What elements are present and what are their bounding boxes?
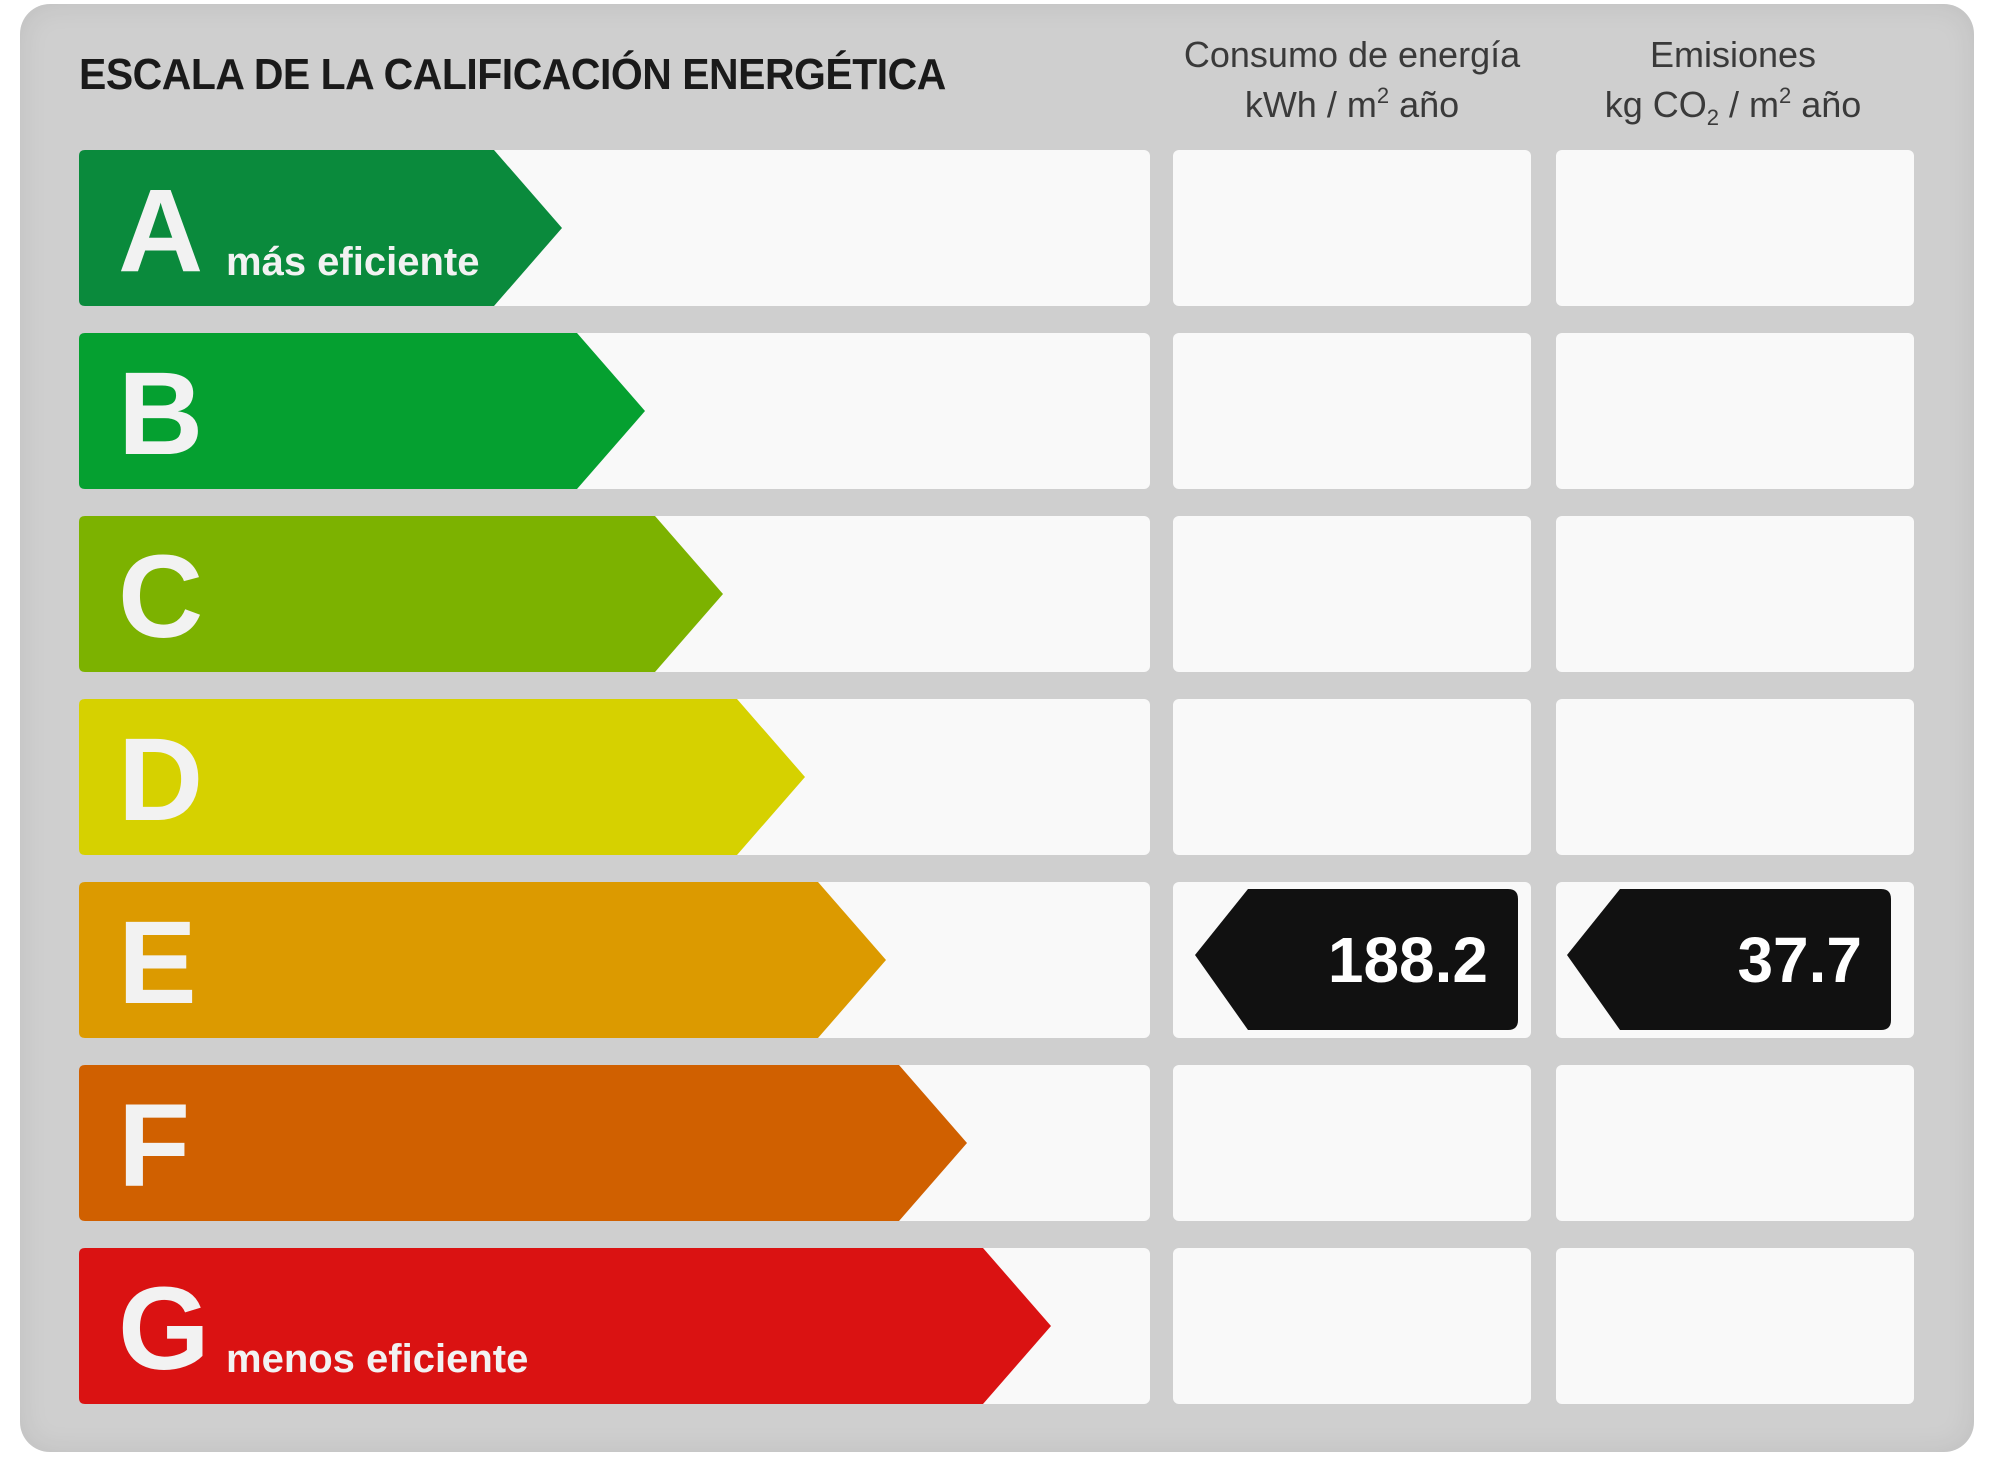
rating-row-c [79,516,1150,672]
rating-row-e [79,882,1150,1038]
emisiones-header-line1: Emisiones [1649,34,1817,75]
emisiones-cell-d [1556,699,1914,855]
consumo-value: 188.2 [1327,924,1488,996]
rating-row-d [79,699,1150,855]
consumo-cell-c [1173,516,1531,672]
emisiones-value: 37.7 [1737,924,1862,996]
scale-title: ESCALA DE LA CALIFICACIÓN ENERGÉTICA [79,50,946,99]
rating-row-b [79,333,1150,489]
letter-g: G [118,1263,210,1395]
letter-b: B [118,348,204,480]
emisiones-cell-b [1556,333,1914,489]
letter-a: A [118,165,204,297]
label-mas-eficiente: más eficiente [226,240,480,284]
consumo-cell-a [1173,150,1531,306]
emisiones-header-unit: kg CO2 / m2 año [1604,83,1862,130]
emisiones-column-header: Emisiones kg CO2 / m2 año [1553,30,1913,130]
label-menos-eficiente: menos eficiente [226,1337,529,1381]
consumo-header-unit: kWh / m2 año [1244,83,1460,125]
letter-c: C [118,531,204,663]
emisiones-cell-f [1556,1065,1914,1221]
rating-row-f [79,1065,1150,1221]
consumo-header-line1: Consumo de energía [1183,34,1521,75]
consumo-cell-g [1173,1248,1531,1404]
emisiones-cell-g [1556,1248,1914,1404]
consumo-cell-f [1173,1065,1531,1221]
emisiones-cell-c [1556,516,1914,672]
letter-f: F [118,1080,191,1212]
consumo-cell-b [1173,333,1531,489]
consumo-column-header: Consumo de energía kWh / m2 año [1172,30,1532,130]
emisiones-cell-a [1556,150,1914,306]
letter-e: E [118,897,197,1029]
consumo-cell-d [1173,699,1531,855]
letter-d: D [118,714,204,846]
